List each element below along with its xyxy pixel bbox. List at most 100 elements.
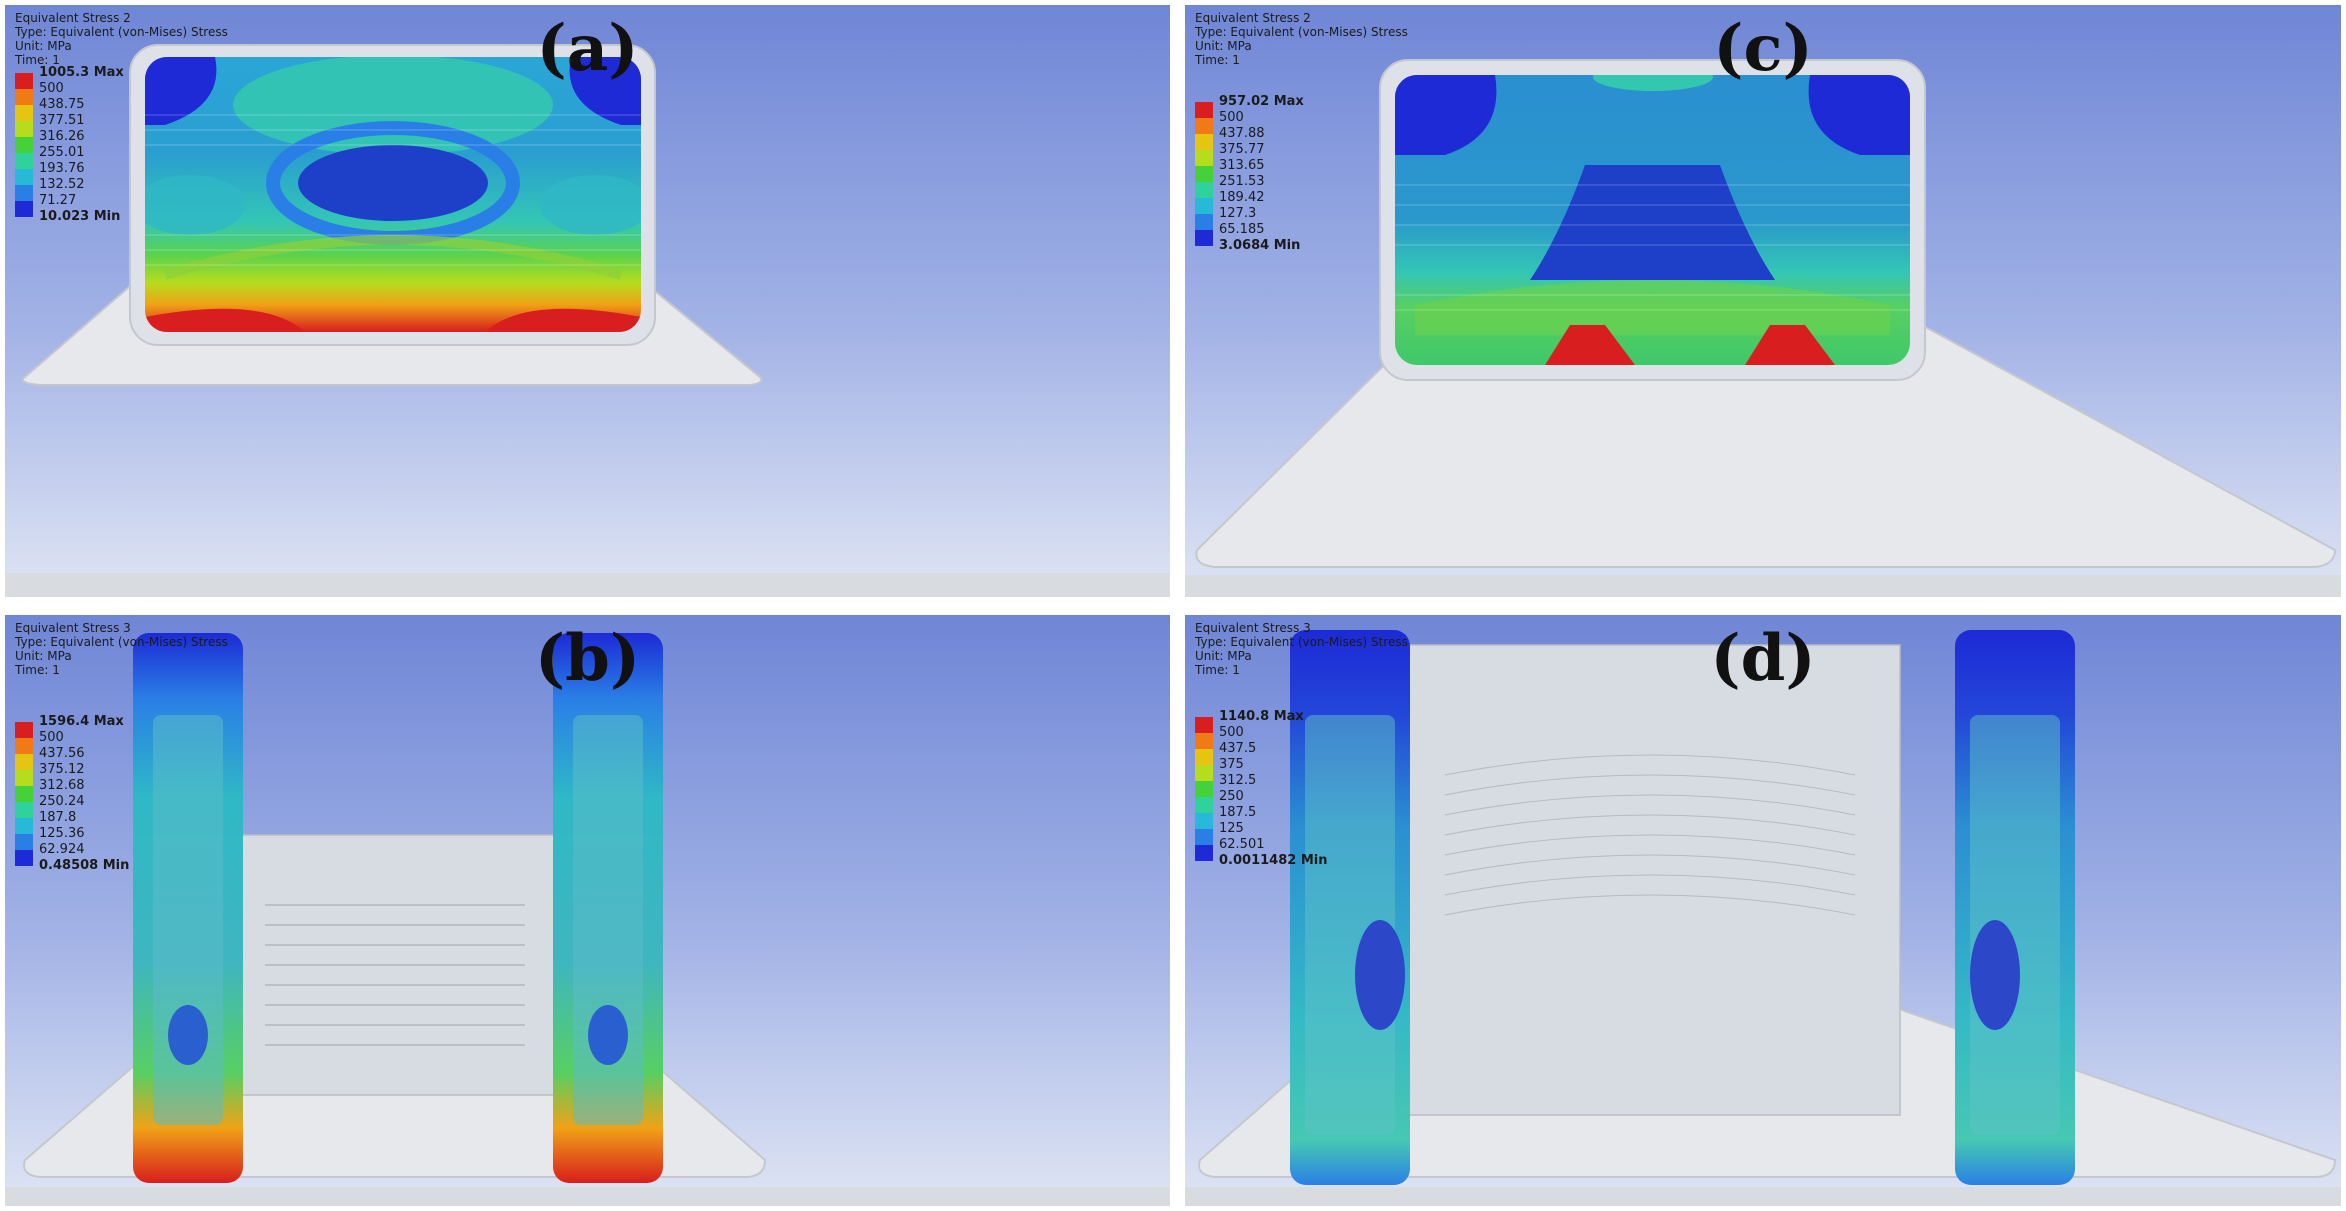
legend-color-swatch <box>15 169 33 185</box>
legend-color-bar <box>1195 717 1213 861</box>
result-time: Time: 1 <box>15 53 60 67</box>
result-info-c: Equivalent Stress 2 Type: Equivalent (vo… <box>1195 11 1408 67</box>
legend-value-label: 313.65 <box>1219 158 1265 173</box>
legend-value-label: 500 <box>39 730 64 745</box>
result-type: Type: Equivalent (von-Mises) Stress <box>1195 635 1408 649</box>
legend-color-swatch <box>15 185 33 201</box>
legend-color-swatch <box>15 105 33 121</box>
legend-value-label: 127.3 <box>1219 206 1257 221</box>
legend-color-bar <box>15 73 33 217</box>
legend-color-swatch <box>1195 749 1213 765</box>
legend-value-label: 193.76 <box>39 161 85 176</box>
legend-color-swatch <box>1195 230 1213 246</box>
legend-max-label: 1596.4 Max <box>39 714 124 729</box>
legend-color-swatch <box>15 121 33 137</box>
legend-color-swatch <box>15 754 33 770</box>
legend-color-swatch <box>15 201 33 217</box>
legend-color-swatch <box>15 722 33 738</box>
result-title: Equivalent Stress 3 <box>15 621 131 635</box>
legend-color-swatch <box>1195 845 1213 861</box>
legend-color-swatch <box>15 786 33 802</box>
legend-value-label: 437.56 <box>39 746 85 761</box>
stress-contour-plot-b <box>5 615 1170 1206</box>
legend-max-label: 1140.8 Max <box>1219 709 1304 724</box>
legend-color-swatch <box>1195 813 1213 829</box>
legend-value-label: 65.185 <box>1219 222 1265 237</box>
result-unit: Unit: MPa <box>1195 649 1252 663</box>
legend-value-label: 250 <box>1219 789 1244 804</box>
panel-label-c: (c) <box>1713 11 1813 86</box>
legend-value-label: 251.53 <box>1219 174 1265 189</box>
legend-color-swatch <box>15 770 33 786</box>
legend-min-label: 0.0011482 Min <box>1219 853 1328 868</box>
legend-color-swatch <box>1195 797 1213 813</box>
legend-color-swatch <box>15 738 33 754</box>
legend-color-swatch <box>15 153 33 169</box>
panel-label-d: (d) <box>1710 621 1816 696</box>
legend-color-swatch <box>15 802 33 818</box>
legend-value-label: 62.501 <box>1219 837 1265 852</box>
legend-color-swatch <box>1195 733 1213 749</box>
panel-d: (d) Equivalent Stress 3 Type: Equivalent… <box>1185 615 2341 1206</box>
legend-color-swatch <box>15 73 33 89</box>
result-time: Time: 1 <box>15 663 60 677</box>
result-info-a: Equivalent Stress 2 Type: Equivalent (vo… <box>15 11 228 67</box>
legend-color-swatch <box>1195 182 1213 198</box>
legend-color-swatch <box>15 137 33 153</box>
panel-a: (a) Equivalent Stress 2 Type: Equivalent… <box>5 5 1170 597</box>
legend-value-label: 62.924 <box>39 842 85 857</box>
legend-value-label: 500 <box>1219 110 1244 125</box>
legend-value-label: 255.01 <box>39 145 85 160</box>
legend-value-label: 312.68 <box>39 778 85 793</box>
legend-value-label: 500 <box>1219 725 1244 740</box>
legend-value-label: 375.77 <box>1219 142 1265 157</box>
panel-c: (c) Equivalent Stress 2 Type: Equivalent… <box>1185 5 2341 597</box>
result-type: Type: Equivalent (von-Mises) Stress <box>15 635 228 649</box>
legend-value-label: 500 <box>39 81 64 96</box>
result-unit: Unit: MPa <box>1195 39 1252 53</box>
legend-color-swatch <box>1195 118 1213 134</box>
legend-value-label: 437.5 <box>1219 741 1257 756</box>
result-title: Equivalent Stress 2 <box>15 11 131 25</box>
result-unit: Unit: MPa <box>15 649 72 663</box>
legend-value-label: 187.8 <box>39 810 77 825</box>
result-time: Time: 1 <box>1195 53 1240 67</box>
legend-value-label: 250.24 <box>39 794 85 809</box>
legend-value-label: 437.88 <box>1219 126 1265 141</box>
legend-color-swatch <box>1195 102 1213 118</box>
result-type: Type: Equivalent (von-Mises) Stress <box>1195 25 1408 39</box>
legend-color-swatch <box>1195 765 1213 781</box>
legend-value-label: 438.75 <box>39 97 85 112</box>
legend-value-label: 71.27 <box>39 193 77 208</box>
legend-color-swatch <box>1195 134 1213 150</box>
legend-min-label: 0.48508 Min <box>39 858 130 873</box>
stress-contour-plot-d <box>1185 615 2341 1206</box>
legend-value-label: 312.5 <box>1219 773 1257 788</box>
legend-min-label: 3.0684 Min <box>1219 238 1301 253</box>
result-title: Equivalent Stress 2 <box>1195 11 1311 25</box>
legend-color-swatch <box>15 850 33 866</box>
legend-max-label: 957.02 Max <box>1219 94 1304 109</box>
legend-max-label: 1005.3 Max <box>39 65 124 80</box>
panel-label-b: (b) <box>534 621 641 696</box>
panel-label-a: (a) <box>536 11 639 86</box>
stress-contour-plot-c <box>1185 5 2341 597</box>
legend-color-swatch <box>1195 198 1213 214</box>
result-info-d: Equivalent Stress 3 Type: Equivalent (vo… <box>1195 621 1408 677</box>
legend-value-label: 125 <box>1219 821 1244 836</box>
legend-color-swatch <box>15 818 33 834</box>
legend-color-swatch <box>1195 717 1213 733</box>
legend-color-swatch <box>1195 781 1213 797</box>
legend-color-swatch <box>1195 166 1213 182</box>
legend-color-swatch <box>1195 150 1213 166</box>
panel-b: (b) Equivalent Stress 3 Type: Equivalent… <box>5 615 1170 1206</box>
legend-value-label: 377.51 <box>39 113 85 128</box>
legend-value-label: 375 <box>1219 757 1244 772</box>
stress-contour-plot-a <box>5 5 1170 597</box>
result-info-b: Equivalent Stress 3 Type: Equivalent (vo… <box>15 621 228 677</box>
legend-value-label: 125.36 <box>39 826 85 841</box>
legend-value-label: 187.5 <box>1219 805 1257 820</box>
legend-color-bar <box>15 722 33 866</box>
legend-color-bar <box>1195 102 1213 246</box>
result-unit: Unit: MPa <box>15 39 72 53</box>
